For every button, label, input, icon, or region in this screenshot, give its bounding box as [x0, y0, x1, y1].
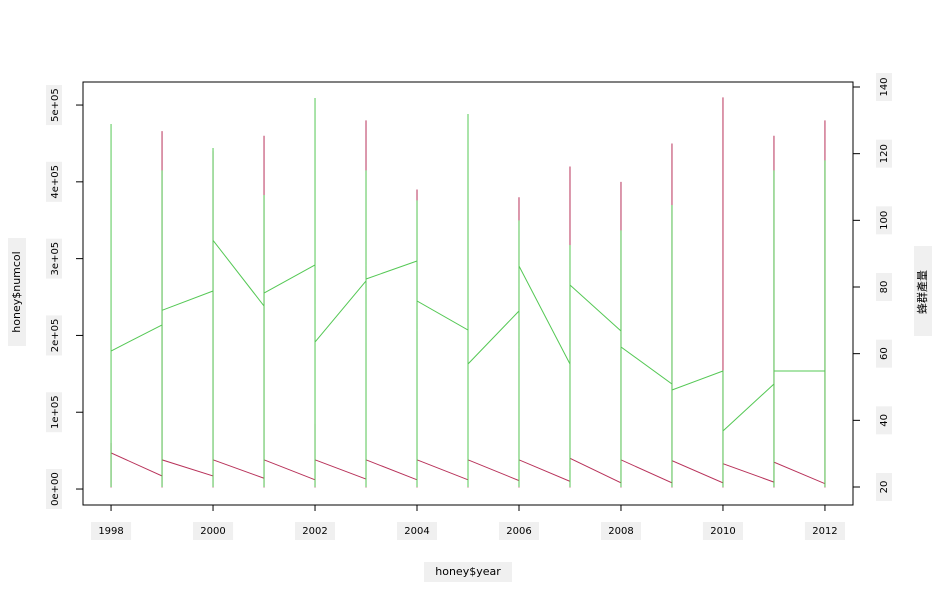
- label-bg: [702, 522, 743, 540]
- y-tick-label: 0e+00: [50, 472, 61, 506]
- label-bg: [46, 238, 62, 279]
- x-tick-label: 2004: [404, 526, 429, 537]
- x-tick-label: 2002: [302, 526, 327, 537]
- x-tick-label: 2012: [812, 526, 837, 537]
- label-bg: [397, 522, 438, 540]
- label-bg: [193, 522, 234, 540]
- x-tick-label: 2000: [200, 526, 225, 537]
- y-tick-label: 4e+05: [50, 165, 61, 199]
- y2-tick-label: 40: [879, 414, 890, 427]
- label-bg: [804, 522, 845, 540]
- plot-frame: [82, 81, 854, 506]
- y2-tick-label: 120: [879, 144, 890, 163]
- label-bg: [295, 522, 336, 540]
- label-bg: [876, 473, 892, 501]
- y-axis-label: honey$numcol: [10, 251, 23, 332]
- label-bg: [876, 73, 892, 101]
- y-tick-label: 3e+05: [50, 242, 61, 276]
- label-bg: [876, 339, 892, 368]
- y2-tick-label: 80: [879, 281, 890, 294]
- label-bg: [876, 273, 892, 301]
- x-tick-label: 2008: [608, 526, 633, 537]
- label-bg: [600, 522, 641, 540]
- x-tick-label: 2010: [710, 526, 735, 537]
- label-bg: [424, 562, 512, 582]
- label-bg: [8, 238, 26, 346]
- label-bg: [46, 392, 62, 433]
- x-tick-label: 2006: [506, 526, 531, 537]
- label-bg: [46, 315, 62, 356]
- label-bg: [46, 161, 62, 202]
- label-bg: [46, 469, 62, 510]
- y2-tick-label: 20: [879, 481, 890, 494]
- y-tick-label: 2e+05: [50, 319, 61, 353]
- y2-tick-label: 60: [879, 347, 890, 360]
- y2-tick-label: 140: [879, 77, 890, 96]
- label-bg: [46, 85, 62, 126]
- label-bg: [91, 522, 132, 540]
- x-tick-label: 1998: [98, 526, 123, 537]
- label-bg: [498, 522, 539, 540]
- y2-tick-label: 100: [879, 211, 890, 230]
- y-tick-label: 1e+05: [50, 395, 61, 429]
- x-axis-label: honey$year: [435, 565, 501, 578]
- y-tick-label: 5e+05: [50, 88, 61, 122]
- label-bg: [876, 406, 892, 435]
- label-bg: [876, 139, 892, 168]
- y2-axis-label: 蜂群產量: [915, 270, 929, 314]
- label-bg: [876, 206, 892, 235]
- series-line: [110, 98, 826, 487]
- label-bg: [914, 246, 932, 336]
